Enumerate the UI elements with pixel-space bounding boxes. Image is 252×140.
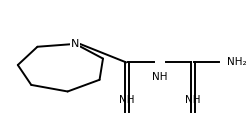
Text: N: N [71,39,80,49]
Text: NH: NH [119,95,135,105]
Text: NH: NH [152,72,168,82]
Text: NH₂: NH₂ [227,57,246,67]
Text: NH: NH [185,95,200,105]
